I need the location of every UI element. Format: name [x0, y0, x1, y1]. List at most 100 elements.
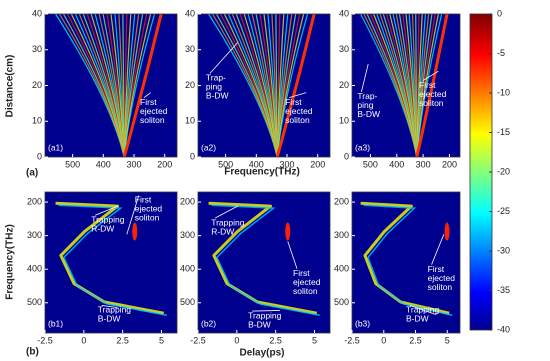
x-tick-label: 400 [96, 159, 111, 169]
annotation: First [293, 268, 310, 278]
colorbar-tick-label: -35 [497, 285, 510, 295]
annotation: B-DW [357, 109, 380, 119]
annotation: ejected [293, 277, 321, 287]
y-tick-label: 300 [334, 230, 349, 240]
annotation: soliton [140, 115, 165, 125]
x-tick-label: 5 [312, 335, 317, 345]
annotation-arrow [287, 241, 298, 269]
annotation: ejected [285, 106, 313, 116]
y-tick-label: 500 [334, 297, 349, 307]
y-tick-label: 300 [180, 230, 195, 240]
heatmap-texture [360, 201, 453, 316]
colorbar-tick-label: -25 [497, 206, 510, 216]
annotation: soliton [419, 98, 444, 108]
colorbar-tick-label: -10 [497, 87, 510, 97]
annotation-arrow [209, 42, 238, 74]
x-tick-label: 2.5 [116, 335, 129, 345]
panel-label: (b3) [355, 318, 370, 328]
annotation: B-DW [406, 314, 429, 324]
y-tick-label: 0 [37, 151, 42, 161]
x-tick-label: 2.5 [269, 335, 282, 345]
soliton-track [415, 13, 449, 158]
panel-label: (a2) [201, 142, 216, 152]
panel-frame [351, 191, 461, 334]
y-tick-label: 30 [185, 44, 195, 54]
annotation-arrow [431, 234, 445, 265]
x-axis-title: Frequency(THz) [224, 167, 300, 178]
y-tick-label: 20 [185, 80, 195, 90]
y-axis-title: Frequency(THz) [5, 224, 16, 300]
panel-label: (b1) [48, 318, 63, 328]
y-tick-label: 0 [190, 151, 195, 161]
x-tick-label: 400 [249, 159, 264, 169]
soliton-spot [132, 222, 138, 241]
heatmap-curve [58, 204, 167, 316]
annotation: B-DW [206, 91, 229, 101]
heatmap-streak [416, 13, 443, 158]
row-label: (b) [26, 347, 39, 358]
soliton-spot [285, 222, 291, 241]
y-tick-label: 300 [27, 230, 42, 240]
heatmap-texture [208, 201, 320, 316]
panel-label: (b2) [201, 318, 216, 328]
panel-frame [44, 191, 178, 334]
annotation: ping [206, 82, 222, 92]
heatmap-texture [360, 13, 449, 158]
annotation-arrow [215, 205, 238, 219]
colorbar-tick-label: -30 [497, 245, 510, 255]
x-tick-label: -2.5 [344, 335, 360, 345]
annotation: First [428, 264, 445, 274]
y-tick-label: 400 [334, 264, 349, 274]
annotation: soliton [135, 213, 160, 223]
annotation: ejected [428, 273, 456, 283]
x-tick-label: 200 [442, 159, 457, 169]
y-tick-label: 30 [32, 44, 42, 54]
annotation: B-DW [248, 319, 271, 329]
annotation-arrow [361, 63, 369, 93]
colorbar [469, 13, 493, 331]
y-tick-label: 40 [32, 8, 42, 18]
annotation: soliton [293, 286, 318, 296]
heatmap-texture [208, 13, 316, 158]
annotation-arrow [409, 305, 437, 316]
x-tick-label: 400 [389, 159, 404, 169]
x-tick-label: 5 [159, 335, 164, 345]
annotation: Trapping [211, 217, 245, 227]
annotation: R-DW [91, 223, 114, 233]
x-tick-label: 300 [280, 159, 295, 169]
y-tick-label: 500 [27, 297, 42, 307]
y-tick-label: 30 [339, 44, 349, 54]
annotation: Trapping [91, 214, 125, 224]
soliton-track [275, 13, 316, 158]
annotation-arrow [252, 310, 280, 312]
soliton-track [122, 13, 163, 158]
y-tick-label: 200 [27, 196, 42, 206]
annotation-arrow [95, 205, 118, 216]
annotation: Trap- [206, 73, 226, 83]
colorbar-tick-label: -20 [497, 166, 510, 176]
heatmap-streak [123, 13, 156, 158]
x-tick-label: 5 [445, 335, 450, 345]
y-tick-label: 10 [339, 116, 349, 126]
annotation-arrow [126, 195, 140, 235]
annotation: First [140, 97, 157, 107]
annotation-arrow [422, 70, 439, 81]
heatmap-curve [363, 204, 453, 316]
annotation: soliton [285, 115, 310, 125]
x-tick-label: 0 [381, 335, 386, 345]
row-label: (a) [26, 168, 38, 179]
panel-label: (a1) [48, 142, 63, 152]
annotation-arrow [289, 92, 307, 99]
annotation: R-DW [211, 226, 234, 236]
y-tick-label: 20 [339, 80, 349, 90]
x-tick-label: -2.5 [37, 335, 53, 345]
x-tick-label: 200 [157, 159, 172, 169]
annotation: soliton [428, 282, 453, 292]
y-tick-label: 500 [180, 297, 195, 307]
x-tick-label: 500 [218, 159, 233, 169]
annotation: ejected [419, 89, 447, 99]
y-tick-label: 10 [32, 116, 42, 126]
x-tick-label: 300 [127, 159, 142, 169]
